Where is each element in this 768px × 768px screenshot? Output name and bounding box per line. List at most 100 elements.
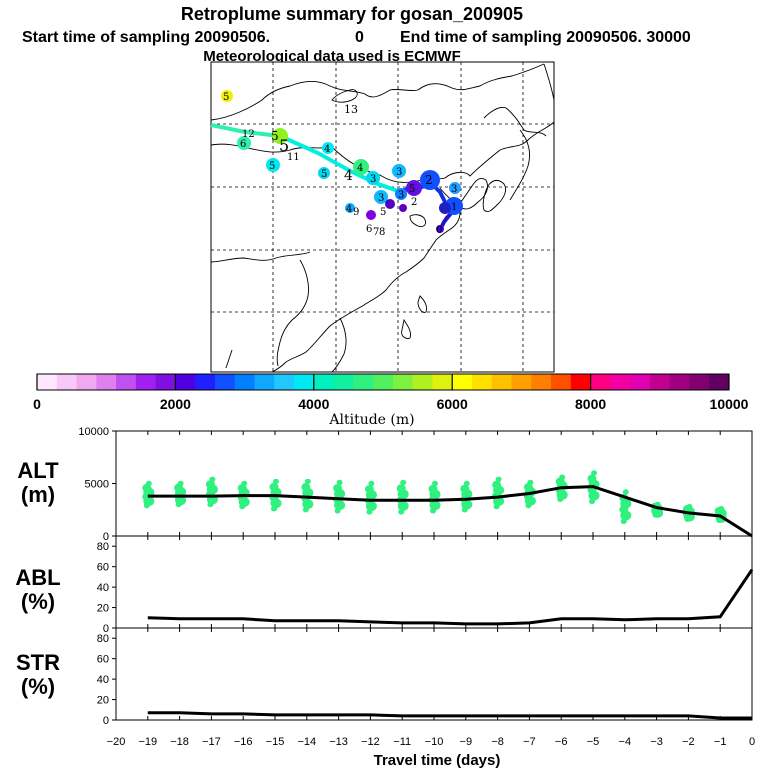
colorbar-swatch: [392, 374, 414, 390]
x-tick-label: −20: [107, 736, 126, 748]
altitude-cluster-dot: [686, 503, 693, 510]
colorbar-swatch: [590, 374, 611, 390]
panel-alt: 0 5000 10000: [78, 426, 753, 543]
day-label: 1: [451, 202, 457, 213]
colorbar-ticks: 0 2000 4000 6000 8000 10000: [33, 374, 749, 412]
colorbar-swatch: [353, 374, 374, 390]
altitude-cluster-dot: [241, 480, 248, 487]
y-tick-label: 60: [97, 562, 109, 574]
colorbar-swatch: [76, 374, 97, 390]
altitude-cluster-dot: [463, 480, 470, 487]
altitude-cluster-dot: [145, 480, 152, 487]
plume-cluster: [385, 199, 395, 209]
colorbar-swatch: [551, 374, 572, 390]
plume-cluster: [237, 136, 251, 150]
day-label: 9: [353, 207, 359, 218]
colorbar-swatch: [610, 374, 631, 390]
plume-cluster: [374, 190, 388, 204]
abl-unit: (%): [21, 589, 55, 614]
altitude-cluster-dot: [333, 484, 343, 493]
x-axis-label: Travel time (days): [374, 752, 501, 768]
altitude-cluster-dot: [654, 501, 661, 508]
plume-cluster: [406, 180, 422, 196]
day-label: 5: [271, 129, 279, 143]
plume-cluster: [449, 182, 461, 194]
plume-cluster: [392, 164, 406, 178]
abl-mean-line: [147, 568, 754, 626]
plume-day-labels: 5 13 12 5 5 6 11 4 5 4 5 4 3 3 2 3 3 4 5…: [223, 92, 457, 238]
str-unit: (%): [21, 674, 55, 699]
plume-cluster: [420, 170, 440, 190]
colorbar-swatch: [709, 374, 730, 390]
day-label: 13: [344, 103, 358, 116]
y-tick-label: 60: [97, 654, 109, 666]
altitude-cluster-dot: [432, 480, 438, 487]
panel-frame: [115, 535, 753, 629]
altitude-cluster-dot: [205, 480, 215, 489]
x-tick-label: −12: [361, 736, 380, 748]
alt-label: ALT: [17, 458, 59, 483]
colorbar-swatch: [155, 374, 176, 390]
colorbar-swatch: [689, 374, 710, 390]
day-label: 2: [425, 173, 433, 187]
map-graticule: [211, 62, 554, 372]
altitude-cluster-dot: [460, 484, 470, 493]
plume-cluster: [366, 171, 380, 185]
x-tick-label: −6: [555, 736, 568, 748]
start-time-label: Start time of sampling 20090506.: [22, 29, 270, 46]
altitude-cluster-dot: [559, 474, 566, 480]
altitude-cluster-dot: [587, 474, 597, 483]
alt-mean-line: [147, 485, 753, 538]
x-tick-label: −4: [619, 736, 632, 748]
day-label: 2: [411, 197, 417, 208]
day-label: 5: [269, 161, 275, 172]
altitude-cluster-dot: [269, 482, 279, 491]
colorbar-swatch: [135, 374, 157, 390]
colorbar-swatch: [234, 374, 255, 390]
colorbar-swatch: [37, 374, 58, 390]
colorbar-tick-label: 0: [33, 396, 41, 412]
altitude-cluster-dot: [428, 484, 438, 494]
day-label: 5: [409, 184, 415, 195]
day-label: 6: [366, 224, 372, 235]
colorbar-swatch: [195, 374, 216, 390]
x-tick-label: −5: [587, 736, 600, 748]
colorbar-swatch: [56, 374, 77, 390]
x-tick-label: 0: [749, 736, 755, 748]
x-tick-label: −7: [523, 736, 536, 748]
colorbar-swatch: [175, 374, 196, 390]
x-tick-label: −1: [714, 736, 727, 748]
plume-cluster: [353, 159, 369, 175]
colorbar-swatch: [373, 374, 394, 390]
altitude-cluster-dot: [177, 480, 184, 487]
day-label: 11: [287, 152, 300, 163]
x-tick-label: −9: [460, 736, 473, 748]
y-tick-label: 40: [97, 582, 109, 594]
y-tick-label: 20: [97, 603, 109, 615]
day-label: 7: [373, 227, 379, 238]
plume-cluster: [345, 203, 355, 213]
day-label: 3: [370, 174, 376, 185]
plume-cluster: [395, 188, 407, 200]
colorbar-tick-label: 10000: [710, 396, 749, 412]
start-time-value: 0: [355, 29, 364, 46]
day-label: 0: [436, 225, 442, 236]
altitude-cluster-dot: [273, 478, 279, 485]
x-tick-label: −2: [682, 736, 695, 748]
plume-segment-mid: [279, 134, 399, 193]
x-tick-label: −15: [266, 736, 285, 748]
colorbar-tick-label: 6000: [437, 396, 468, 412]
day-label: 5: [321, 169, 327, 180]
map-frame: [210, 61, 555, 373]
altitude-cluster-dot: [718, 506, 725, 512]
colorbar-swatch: [412, 374, 433, 390]
end-time-label: End time of sampling 20090506. 30000: [400, 29, 691, 46]
plume-cluster: [266, 158, 280, 172]
x-tick-label: −11: [393, 736, 411, 748]
panel-abl: 0 20 40 60 80: [97, 535, 754, 635]
day-label: 3: [396, 167, 402, 178]
altitude-cluster-dot: [400, 479, 407, 486]
x-tick-label: −10: [425, 736, 444, 748]
x-tick-label: −19: [138, 736, 157, 748]
